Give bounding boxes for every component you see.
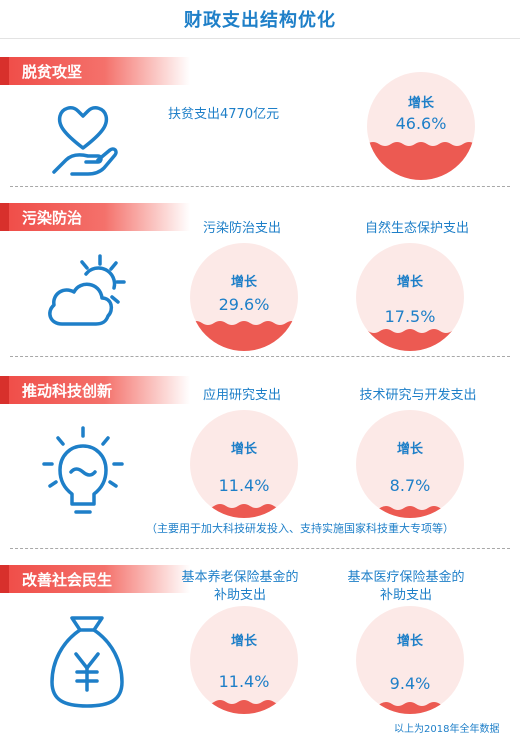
growth-label: 增长 [396,634,423,649]
section-banner-poverty: 脱贫攻坚 [0,57,190,85]
growth-circle: 增长 11.4% [190,410,298,518]
section-banner-livelihood: 改善社会民生 [0,565,190,593]
tech-rd-label: 技术研究与开发支出 [359,388,477,403]
growth-value: 46.6% [395,114,447,133]
page-title: 财政支出结构优化 [184,10,336,31]
wave-fill [190,504,298,518]
medical-subsidy-label-line1: 基本医疗保险基金的 [347,570,465,585]
applied-research-label: 应用研究支出 [202,388,281,403]
growth-label: 增长 [396,275,423,290]
growth-value: 9.4% [389,674,431,693]
growth-circle: 增长 9.4% [356,606,464,714]
section-banner-tech: 推动科技创新 [0,376,190,404]
growth-value: 17.5% [384,307,436,326]
ecology-spending-label: 自然生态保护支出 [364,221,469,236]
wave-fill [367,142,475,180]
section-divider [10,356,510,357]
pollution-spending-label: 污染防治支出 [202,221,281,236]
growth-value: 11.4% [218,476,270,495]
section-divider [10,186,510,187]
lightbulb-icon [42,426,124,514]
growth-label: 增长 [230,275,257,290]
growth-label: 增长 [407,96,434,111]
wave-fill [190,700,298,714]
wave-fill [190,321,298,351]
tech-note: （主要用于加大科技研发投入、支持实施国家科技重大专项等） [146,522,454,535]
growth-circle: 增长 29.6% [190,243,298,351]
sun-cloud-icon [48,254,126,326]
section-divider [10,548,510,549]
growth-circle: 增长 8.7% [356,410,464,518]
title-divider [0,38,520,39]
footer-note: 以上为2018年全年数据 [394,724,500,735]
medical-subsidy-label-line2: 补助支出 [379,588,432,603]
section-heading: 推动科技创新 [22,382,113,400]
growth-label: 增长 [396,442,423,457]
growth-label: 增长 [230,442,257,457]
section-banner-pollution: 污染防治 [0,203,190,231]
section-heading: 改善社会民生 [22,571,113,589]
pension-subsidy-label-line2: 补助支出 [213,588,266,603]
growth-circle: 增长 17.5% [356,243,464,351]
pension-subsidy-label-line1: 基本养老保险基金的 [181,570,299,585]
wave-fill [356,506,464,518]
section-heading: 污染防治 [22,209,83,227]
poverty-spending-label: 扶贫支出4770亿元 [168,107,280,122]
growth-value: 11.4% [218,672,270,691]
yuan-money-bag-icon [50,616,124,708]
wave-fill [356,702,464,714]
growth-label: 增长 [230,634,257,649]
wave-fill [356,329,464,351]
heart-hand-icon [52,106,118,176]
growth-circle: 增长 11.4% [190,606,298,714]
growth-circle: 增长 46.6% [367,72,475,180]
section-heading: 脱贫攻坚 [22,63,83,81]
growth-value: 29.6% [218,295,270,314]
growth-value: 8.7% [389,476,431,495]
